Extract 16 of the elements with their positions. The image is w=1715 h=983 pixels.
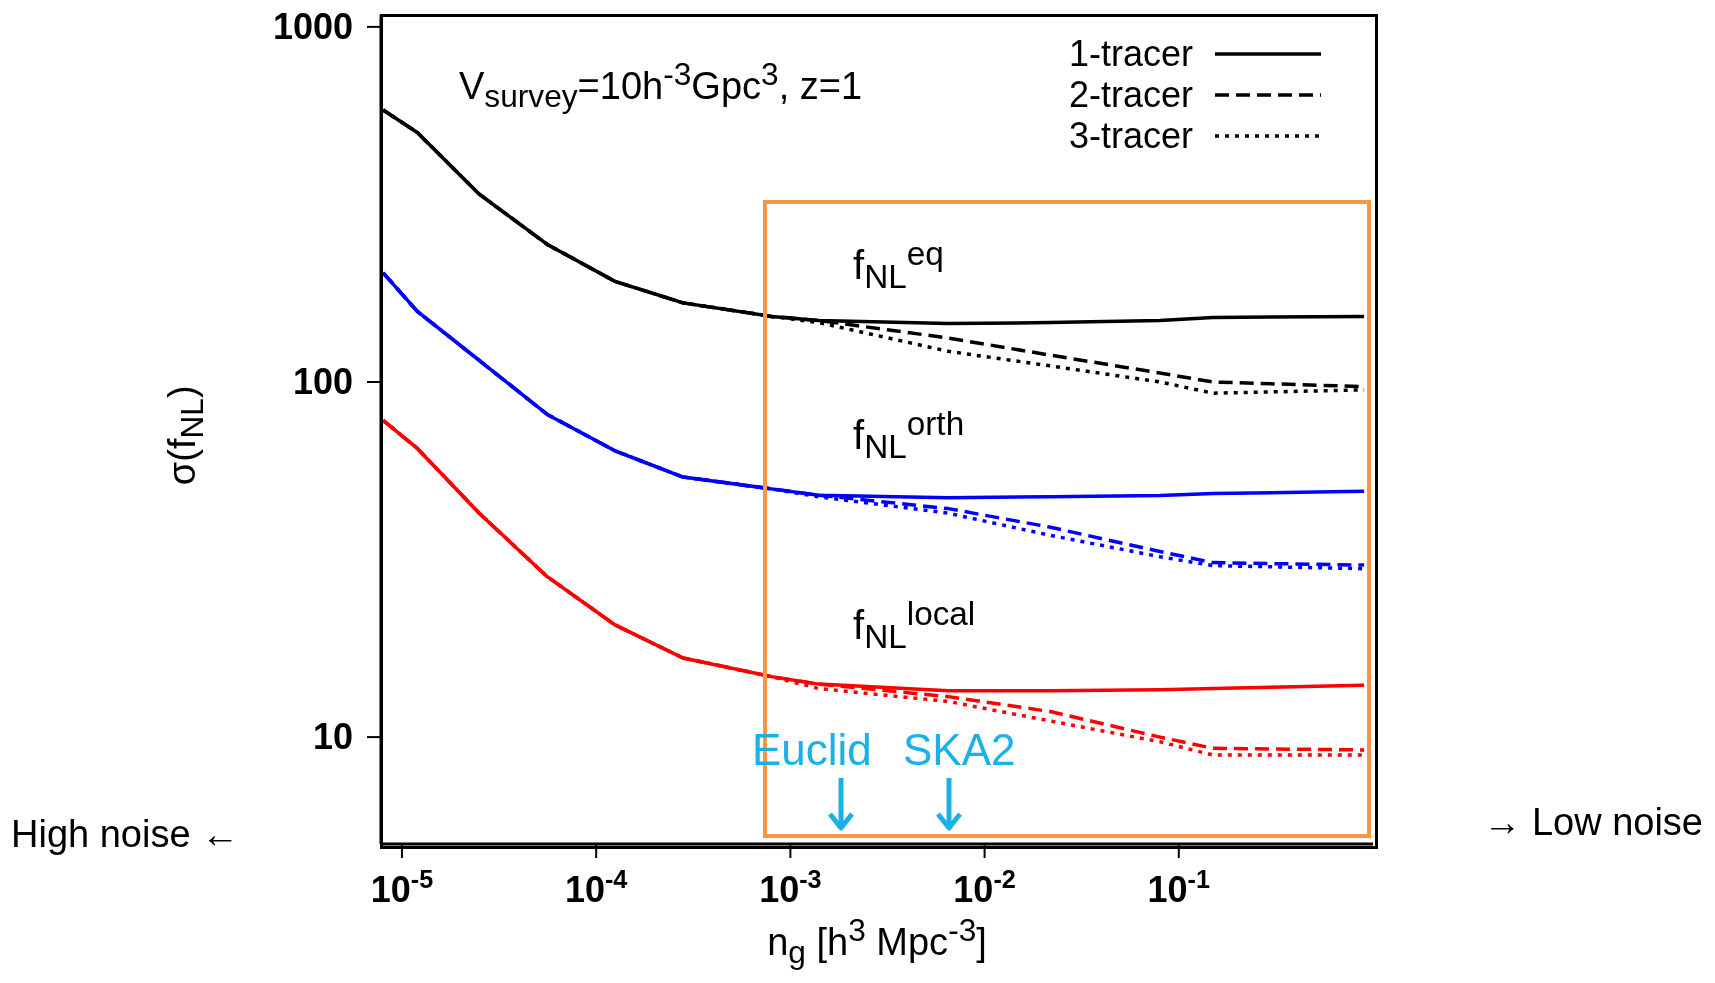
legend-label: 3-tracer [1068, 114, 1193, 157]
legend-label: 2-tracer [1068, 73, 1193, 116]
x-tick-label: 10$^{-4}$ [564, 865, 628, 910]
legend-label: 1-tracer [1068, 32, 1193, 75]
y-tick-label: 10 [312, 716, 353, 758]
text: High noise ← [11, 813, 240, 856]
x-tick-label: 10$^{-1}$ [1147, 865, 1211, 910]
x-tick-label: 10$^{-2}$ [953, 865, 1016, 910]
x-axis-title: n$_{g}$ [h$^{3}$ Mpc$^{-3}$] [766, 912, 988, 972]
text: V$_{survey}$=10h$^{-3}$Gpc$^{3}$, z=1 [459, 56, 863, 116]
y-tick-label: 100 [292, 360, 353, 402]
y-tick-label: 1000 [272, 5, 353, 47]
x-tick-label: 10$^{-5}$ [370, 865, 434, 910]
annotation: SKA2 [903, 725, 1016, 775]
text: → Low noise [1483, 801, 1703, 844]
x-tick-label: 10$^{-3}$ [759, 865, 822, 910]
